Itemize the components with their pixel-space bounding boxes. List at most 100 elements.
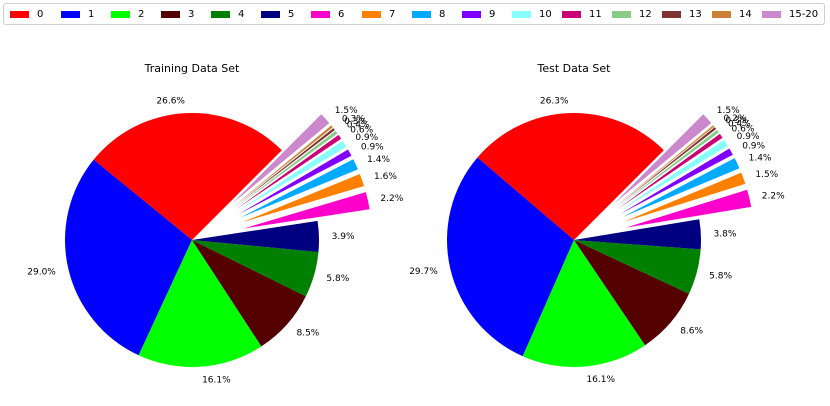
pie-value-label: 0.3% — [342, 114, 365, 124]
pie-slice-4 — [192, 240, 319, 297]
pie-slice-12 — [234, 130, 338, 209]
pie-value-label: 8.5% — [296, 329, 319, 339]
pie-value-label: 3.9% — [332, 232, 355, 242]
legend-swatch — [61, 10, 80, 18]
pie-value-label: 0.6% — [350, 125, 373, 135]
pie-slice-3 — [574, 240, 690, 346]
legend-swatch — [462, 10, 481, 18]
pie-value-label: 16.1% — [202, 375, 231, 385]
legend-swatch — [311, 10, 330, 18]
legend-item: 3 — [161, 7, 194, 21]
legend-item: 15-20 — [762, 7, 818, 21]
pie-slice-15-20 — [613, 114, 712, 205]
legend-swatch — [10, 10, 29, 18]
pie-slice-15-20 — [231, 114, 330, 205]
pie-slice-11 — [235, 134, 342, 210]
legend-label: 0 — [37, 8, 44, 20]
legend-label: 10 — [539, 8, 552, 20]
legend-item: 6 — [311, 7, 344, 21]
legend-label: 9 — [489, 8, 496, 20]
pie-value-label: 2.2% — [380, 194, 403, 204]
legend-swatch — [512, 10, 531, 18]
legend-item: 8 — [412, 7, 445, 21]
legend-label: 14 — [739, 8, 752, 20]
pie-slice-1 — [446, 157, 574, 357]
pie-slice-7 — [624, 172, 746, 222]
legend-swatch — [211, 10, 230, 18]
pie-value-label: 0.3% — [725, 116, 748, 126]
legend-swatch — [612, 10, 631, 18]
pie-slice-2 — [138, 240, 262, 367]
pie-value-label: 2.2% — [762, 191, 785, 201]
pie-value-label: 0.2% — [723, 114, 746, 124]
legend-item: 1 — [61, 7, 94, 21]
legend-item: 14 — [712, 7, 752, 21]
pie-value-label: 5.8% — [326, 274, 349, 284]
pie-slice-14 — [233, 125, 333, 207]
legend-item: 4 — [211, 7, 244, 21]
legend-swatch — [562, 10, 581, 18]
pie-value-label: 0.9% — [737, 132, 760, 142]
pie-value-label: 16.1% — [586, 375, 615, 385]
pie-slice-9 — [620, 148, 733, 214]
pie-value-label: 8.6% — [680, 327, 703, 337]
pie-value-label: 29.0% — [27, 267, 56, 277]
pie-value-label: 0.9% — [355, 133, 378, 143]
legend-item: 13 — [662, 7, 702, 21]
pie-slice-6 — [625, 189, 752, 228]
pie-slice-3 — [192, 240, 306, 347]
pie-value-label: 5.8% — [709, 271, 732, 281]
legend-label: 1 — [88, 8, 95, 20]
pie-value-label: 26.3% — [540, 96, 569, 106]
pie-slice-0 — [477, 112, 664, 240]
legend-swatch — [111, 10, 130, 18]
pie-value-label: 1.5% — [755, 170, 778, 180]
pie-slice-7 — [242, 174, 365, 223]
legend-label: 2 — [138, 8, 145, 20]
legend-item: 12 — [612, 7, 652, 21]
pie-value-label: 3.8% — [714, 230, 737, 240]
pie-slice-8 — [622, 158, 740, 218]
pie-value-label: 0.3% — [344, 117, 367, 127]
legend-item: 5 — [261, 7, 294, 21]
pie-slice-5 — [574, 219, 701, 250]
pie-slice-6 — [244, 192, 370, 229]
pie-slice-13 — [615, 127, 717, 207]
chart-title: Test Data Set — [537, 62, 612, 75]
pie-slice-0 — [93, 113, 282, 240]
legend-label: 12 — [639, 8, 652, 20]
pie-slice-12 — [616, 129, 719, 208]
legend-item: 7 — [362, 7, 395, 21]
legend-label: 6 — [338, 8, 345, 20]
pie-slice-10 — [618, 139, 728, 212]
pie-slice-14 — [615, 125, 715, 207]
legend-item: 2 — [111, 7, 144, 21]
legend-swatch — [161, 10, 180, 18]
pie-slice-5 — [192, 220, 320, 252]
legend-swatch — [712, 10, 731, 18]
pie-value-label: 0.4% — [728, 120, 751, 130]
legend-label: 4 — [238, 8, 245, 20]
legend-swatch — [662, 10, 681, 18]
legend-swatch — [762, 10, 781, 18]
legend-swatch — [412, 10, 431, 18]
legend-item: 11 — [562, 7, 602, 21]
pie-chart-test: Test Data Set 26.3% 29.7% 16.1% 8.6% 5.8% 3.8… — [409, 62, 785, 385]
legend-item: 10 — [512, 7, 552, 21]
pie-value-label: 1.5% — [717, 106, 740, 116]
legend-swatch — [261, 10, 280, 18]
pie-value-label: 1.4% — [749, 154, 772, 164]
legend-item: 9 — [462, 7, 495, 21]
pie-value-label: 1.4% — [367, 155, 390, 165]
pie-value-label: 29.7% — [409, 267, 438, 277]
pie-slice-4 — [574, 240, 701, 294]
pie-value-label: 0.6% — [732, 124, 755, 134]
pie-slice-1 — [64, 159, 192, 356]
legend-label: 3 — [188, 8, 195, 20]
legend-label: 13 — [689, 8, 702, 20]
legend-label: 15-20 — [789, 8, 819, 20]
pie-slice-11 — [617, 133, 723, 210]
pie-value-label: 0.9% — [361, 142, 384, 152]
pie-slice-8 — [240, 159, 358, 218]
